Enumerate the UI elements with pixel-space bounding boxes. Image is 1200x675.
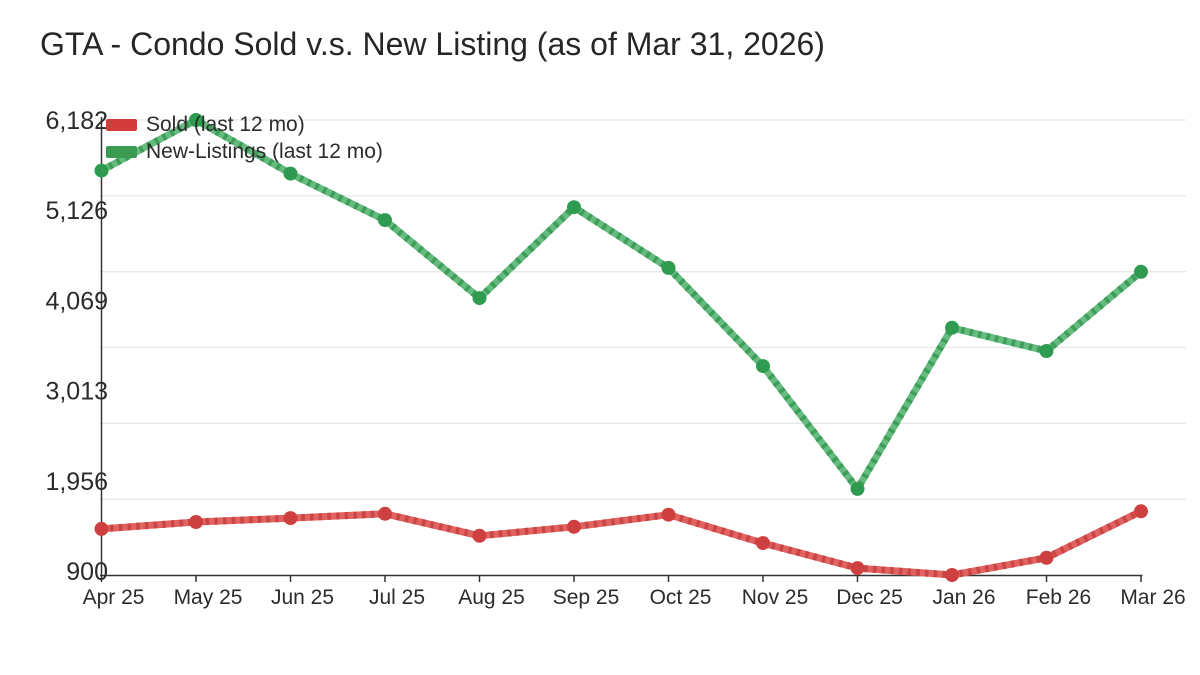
series-point-sold-oct-25[interactable] xyxy=(661,507,676,522)
y-tick-label: 900 xyxy=(66,558,108,586)
series-point-sold-jun-25[interactable] xyxy=(283,511,298,526)
y-tick-label: 4,069 xyxy=(45,287,108,315)
series-point-new-listings-may-25[interactable] xyxy=(189,113,203,127)
series-line-new-listings xyxy=(98,116,1145,493)
x-tick-label: Mar 26 xyxy=(1120,586,1185,609)
series-point-new-listings-jul-25[interactable] xyxy=(378,213,392,228)
legend-label-new-listings: New-Listings (last 12 mo) xyxy=(146,139,383,163)
x-tick-label: Dec 25 xyxy=(836,586,903,609)
series-point-new-listings-jan-26[interactable] xyxy=(945,320,959,335)
y-tick-label: 3,013 xyxy=(45,378,108,406)
series-point-new-listings-oct-25[interactable] xyxy=(661,260,676,275)
series-line-hatch-sold xyxy=(101,508,1143,579)
series-line-hatch-new-listings xyxy=(99,116,1144,493)
series-point-new-listings-jun-25[interactable] xyxy=(283,166,298,181)
series-point-sold-nov-25[interactable] xyxy=(756,536,770,551)
x-tick-label: Aug 25 xyxy=(458,586,525,609)
series-point-new-listings-aug-25[interactable] xyxy=(472,291,487,306)
x-tick-label: Sep 25 xyxy=(553,586,620,609)
legend-swatch-new-listings xyxy=(106,145,137,158)
series-point-sold-mar-26[interactable] xyxy=(1134,504,1148,519)
series-point-sold-apr-25[interactable] xyxy=(94,521,109,536)
x-tick-label: Apr 25 xyxy=(83,586,145,609)
chart-title: GTA - Condo Sold v.s. New Listing (as of… xyxy=(40,26,825,62)
legend-item-sold[interactable]: Sold (last 12 mo) xyxy=(106,111,383,138)
series-point-new-listings-nov-25[interactable] xyxy=(756,359,770,374)
x-tick-label: Feb 26 xyxy=(1026,586,1091,609)
series-point-new-listings-mar-26[interactable] xyxy=(1134,264,1148,279)
series-point-new-listings-apr-25[interactable] xyxy=(94,163,109,178)
series-point-new-listings-sep-25[interactable] xyxy=(567,200,581,215)
series-point-new-listings-dec-25[interactable] xyxy=(850,481,865,496)
x-tick-label: Jan 26 xyxy=(932,586,995,609)
x-tick-label: May 25 xyxy=(174,586,243,609)
legend-item-new-listings[interactable]: New-Listings (last 12 mo) xyxy=(106,138,383,165)
x-tick-label: Jun 25 xyxy=(271,586,334,609)
legend-swatch-sold xyxy=(106,118,137,131)
y-tick-label: 1,956 xyxy=(45,468,108,496)
series-point-sold-feb-26[interactable] xyxy=(1039,550,1054,565)
y-tick-label: 5,126 xyxy=(45,197,108,225)
legend-label-sold: Sold (last 12 mo) xyxy=(146,112,305,136)
series-point-sold-jul-25[interactable] xyxy=(378,506,392,521)
x-tick-label: Nov 25 xyxy=(742,586,809,609)
series-point-new-listings-feb-26[interactable] xyxy=(1039,344,1054,358)
series-point-sold-jan-26[interactable] xyxy=(945,568,959,582)
x-tick-label: Oct 25 xyxy=(650,586,712,609)
series-point-sold-dec-25[interactable] xyxy=(850,561,865,576)
legend: Sold (last 12 mo) New-Listings (last 12 … xyxy=(106,111,383,165)
series-point-sold-sep-25[interactable] xyxy=(567,519,581,534)
series-point-sold-aug-25[interactable] xyxy=(472,528,487,543)
y-tick-label: 6,182 xyxy=(45,107,108,135)
series-point-sold-may-25[interactable] xyxy=(189,515,203,529)
x-tick-label: Jul 25 xyxy=(369,586,425,609)
